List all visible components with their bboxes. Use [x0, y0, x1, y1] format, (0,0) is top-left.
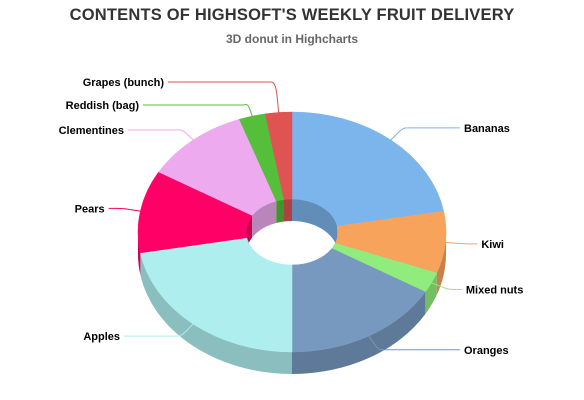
slice-clementines[interactable]: [158, 118, 277, 216]
inner-wall-bananas: [292, 199, 338, 249]
connector-kiwi: [442, 241, 478, 245]
connector-mixed-nuts: [428, 281, 462, 290]
inner-wall-reddish-bag: [276, 199, 285, 223]
data-label-mixed-nuts: Mixed nuts: [466, 284, 523, 296]
data-label-reddish-bag: Reddish (bag): [66, 100, 140, 112]
inner-wall-grapes-bunch: [284, 199, 292, 222]
connector-oranges: [367, 333, 460, 351]
data-label-kiwi: Kiwi: [481, 239, 504, 251]
slice-oranges[interactable]: [291, 248, 426, 353]
connector-apples: [124, 321, 196, 337]
slice-apples[interactable]: [140, 237, 293, 353]
data-label-bananas: Bananas: [464, 123, 510, 135]
data-label-grapes-bunch: Grapes (bunch): [83, 77, 165, 89]
donut-tops: [137, 111, 447, 353]
chart-title: CONTENTS OF HIGHSOFT'S WEEKLY FRUIT DELI…: [69, 6, 515, 24]
donut-sides: [138, 199, 446, 374]
outer-wall-apples: [140, 252, 292, 374]
connector-pears: [108, 207, 144, 213]
slice-pears[interactable]: [137, 171, 253, 254]
outer-wall-oranges: [292, 292, 426, 374]
inner-wall-clementines: [252, 200, 277, 238]
slice-grapes-bunch[interactable]: [264, 111, 293, 200]
outer-wall-kiwi: [436, 232, 446, 296]
connector-reddish-bag: [143, 104, 254, 119]
connector-grapes-bunch: [168, 81, 280, 115]
data-label-clementines: Clementines: [59, 125, 124, 137]
chart-subtitle: 3D donut in Highcharts: [226, 32, 358, 46]
slice-bananas[interactable]: [291, 111, 444, 227]
data-labels: Bananas Kiwi Mixed nuts Oranges Apples Pears C…: [59, 77, 524, 357]
connector-bananas: [388, 127, 460, 143]
data-label-pears: Pears: [75, 203, 105, 215]
data-label-apples: Apples: [83, 331, 120, 343]
data-label-oranges: Oranges: [464, 345, 509, 357]
connector-clementines: [128, 129, 196, 143]
